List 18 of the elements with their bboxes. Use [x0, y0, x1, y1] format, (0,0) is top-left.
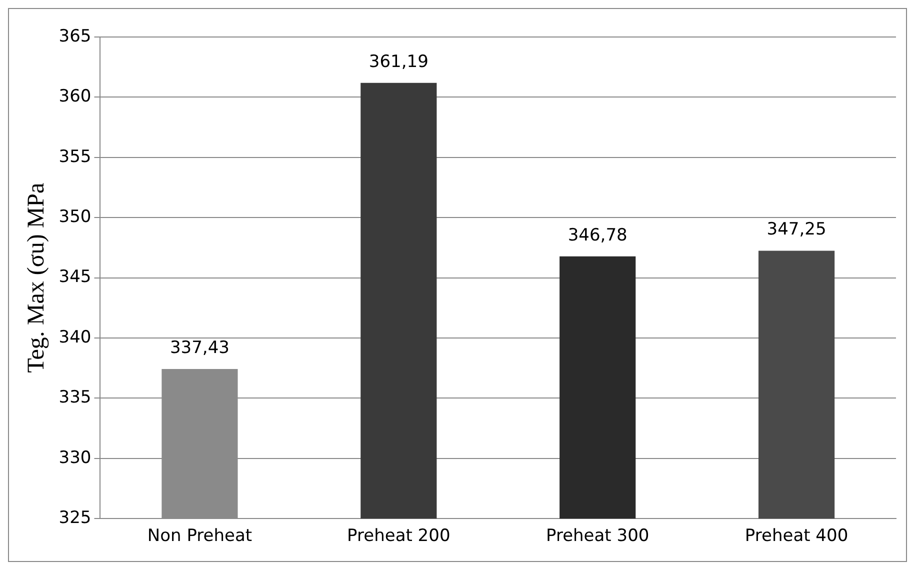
x-tick-label: Non Preheat	[147, 526, 252, 546]
y-tick-label: 350	[58, 207, 92, 228]
data-label: 361,19	[368, 52, 428, 72]
y-tick-label: 335	[58, 388, 92, 408]
y-tick-label: 355	[58, 146, 92, 167]
data-label: 347,25	[766, 220, 826, 240]
y-tick-label: 325	[58, 508, 92, 528]
x-tick-label: Preheat 200	[347, 526, 450, 546]
data-label: 337,43	[170, 338, 230, 358]
y-axis-title: Teg. Max (σu) MPa	[24, 182, 50, 373]
data-label: 346,78	[568, 225, 628, 246]
y-tick-label: 340	[58, 327, 92, 348]
x-tick-label: Preheat 300	[546, 526, 650, 546]
y-tick-label: 345	[58, 267, 92, 288]
y-tick-label: 365	[58, 26, 92, 46]
y-tick-label: 360	[58, 86, 92, 107]
y-tick-label: 330	[58, 448, 92, 468]
x-tick-label: Preheat 400	[744, 526, 848, 546]
